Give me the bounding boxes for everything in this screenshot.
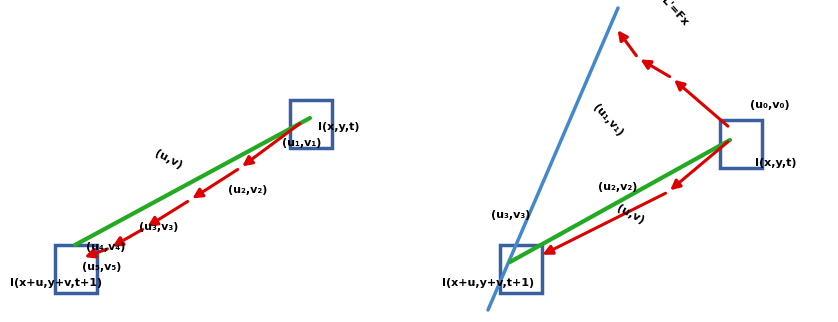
Bar xyxy=(55,245,97,293)
Text: (u₂,v₂): (u₂,v₂) xyxy=(598,182,638,192)
Text: (u₅,v₅): (u₅,v₅) xyxy=(82,262,122,272)
Bar xyxy=(500,245,542,293)
Text: (u,v): (u,v) xyxy=(153,149,184,171)
Text: (u,v): (u,v) xyxy=(614,204,645,226)
Text: (u₀,v₀): (u₀,v₀) xyxy=(750,100,789,110)
Text: L'=Fx: L'=Fx xyxy=(660,0,691,28)
Text: I(x,y,t): I(x,y,t) xyxy=(755,158,796,168)
Bar xyxy=(290,100,332,148)
Text: (u₂,v₂): (u₂,v₂) xyxy=(228,185,267,195)
Text: I(x,y,t): I(x,y,t) xyxy=(318,122,360,132)
Text: (u₃,v₃): (u₃,v₃) xyxy=(490,210,530,220)
Text: (u₄,v₄): (u₄,v₄) xyxy=(85,242,125,252)
Text: I(x+u,y+v,t+1): I(x+u,y+v,t+1) xyxy=(10,278,102,288)
Text: (u₁,v₁): (u₁,v₁) xyxy=(282,138,322,148)
Text: (u₃,v₃): (u₃,v₃) xyxy=(138,222,178,232)
Text: (u₁,v₁): (u₁,v₁) xyxy=(591,102,625,138)
Bar xyxy=(720,120,762,168)
Text: I(x+u,y+v,t+1): I(x+u,y+v,t+1) xyxy=(442,278,534,288)
